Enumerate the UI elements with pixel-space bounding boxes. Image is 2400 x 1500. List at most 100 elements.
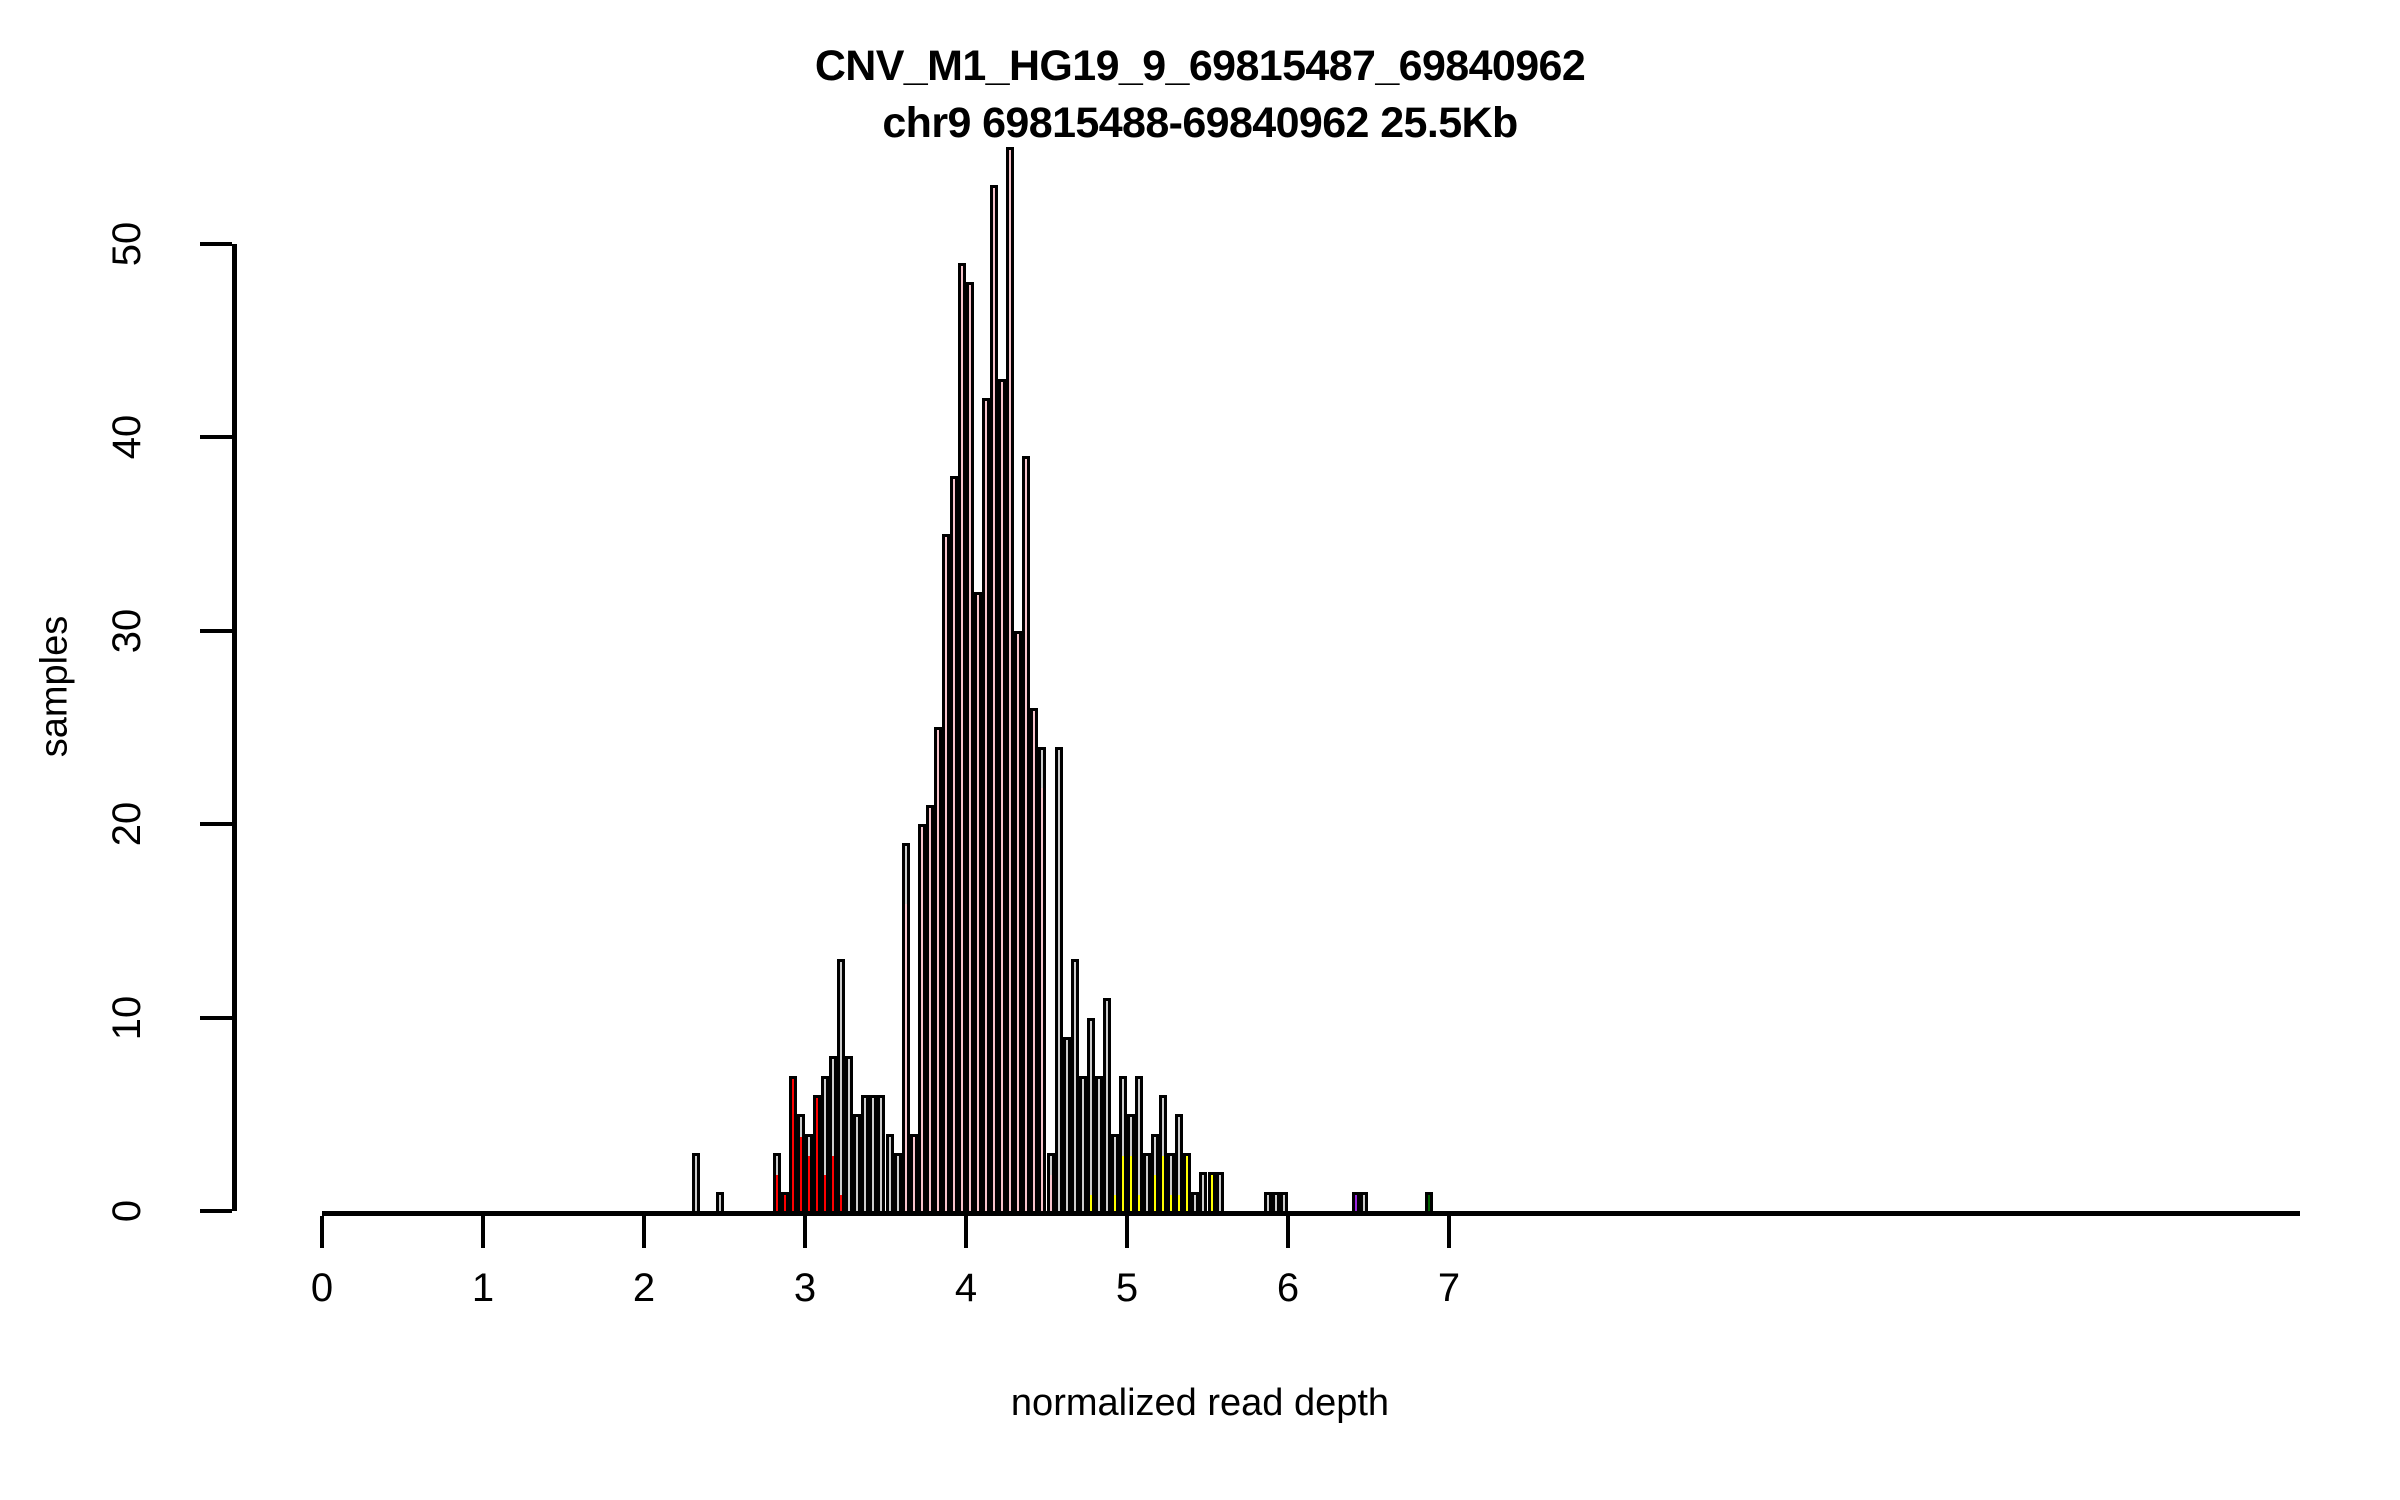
histogram-bar [861,1094,870,1211]
histogram-bar-segment [1041,749,1044,789]
histogram-bar-segment [840,1194,843,1211]
histogram-bar-segment [719,1194,722,1211]
histogram-bar-segment [928,807,931,1211]
histogram-bar [1038,746,1047,1211]
histogram-bar-segment [1218,1175,1221,1211]
histogram-bar-segment [791,1078,794,1211]
histogram-bar-segment [1089,1020,1092,1195]
histogram-bar-segment [904,904,907,1211]
histogram-bar [1352,1191,1361,1211]
histogram-bar-segment [1017,633,1020,1211]
histogram-bar [1014,630,1023,1211]
y-axis-tick-label: 20 [105,801,149,847]
histogram-bar-segment [985,401,988,1211]
histogram-bar-segment [1113,1194,1116,1211]
histogram-bar [1263,1191,1272,1211]
histogram-bar [1086,1017,1095,1211]
histogram-bar-segment [1363,1194,1366,1211]
histogram-bar [1094,1075,1103,1211]
histogram-bar-segment [1049,1155,1052,1176]
histogram-bar-segment [848,1059,851,1211]
histogram-bar-segment [1009,149,1012,1211]
y-axis-tick [200,435,232,439]
histogram-bar [1127,1114,1136,1211]
histogram-bar [1110,1133,1119,1211]
y-axis-tick-label: 30 [105,608,149,653]
x-axis-tick-label: 4 [954,1266,978,1310]
histogram-bar [837,959,846,1211]
histogram-bar-segment [816,1097,819,1211]
x-axis-tick [1286,1216,1290,1248]
histogram-bar [1191,1191,1200,1211]
histogram-bar-segment [808,1155,811,1211]
histogram-bar [1183,1152,1192,1211]
histogram-bar [1102,998,1111,1211]
histogram-bar [998,378,1007,1211]
histogram-bar-segment [1154,1136,1157,1176]
histogram-bar-segment [1138,1078,1141,1195]
histogram-bar-segment [1162,1097,1165,1156]
histogram-bar-segment [1170,1155,1173,1195]
histogram-bar-segment [1194,1194,1197,1211]
histogram-bar-segment [1033,710,1036,1211]
histogram-bar [933,727,942,1211]
x-axis-tick [964,1216,968,1248]
x-axis-tick [1125,1216,1129,1248]
histogram-bar [1215,1172,1224,1211]
histogram-bar-segment [912,1136,915,1211]
histogram-bar [1030,707,1039,1211]
histogram-bar-segment [1154,1175,1157,1211]
histogram-bar-segment [1041,788,1044,1211]
y-axis-tick-label: 0 [105,1199,149,1223]
histogram-bar [796,1114,805,1211]
histogram-bar [957,262,966,1211]
histogram-bar [1054,746,1063,1211]
histogram-bar-segment [864,1097,867,1211]
histogram-bar-segment [1355,1194,1358,1211]
histogram-bar-segment [1130,1155,1133,1211]
histogram-bar-segment [1274,1194,1277,1211]
histogram-bar-segment [880,1097,883,1211]
chart-title-line1: CNV_M1_HG19_9_69815487_69840962 [814,42,1586,90]
histogram-bar-segment [808,1136,811,1156]
histogram-bar-segment [1138,1194,1141,1211]
x-axis-line [322,1211,2300,1216]
histogram-bar-segment [799,1136,802,1211]
x-axis-tick [642,1216,646,1248]
histogram-bar [1135,1075,1144,1211]
histogram-bar [716,1191,725,1211]
histogram-bar-segment [1427,1194,1430,1211]
histogram-bar [829,1056,838,1211]
histogram-bar-segment [1266,1194,1269,1211]
histogram-bar-segment [695,1155,698,1211]
histogram-bar [949,475,958,1211]
histogram-bar [990,185,999,1211]
histogram-bar-segment [1025,459,1028,1211]
histogram-bar-segment [936,730,939,1211]
histogram-bar-segment [1186,1155,1189,1211]
histogram-bar-segment [993,188,996,1211]
histogram-bar [1046,1152,1055,1211]
histogram-bar [788,1075,797,1211]
histogram-bar-segment [977,594,980,1211]
histogram-bar [780,1191,789,1211]
x-axis-tick-label: 1 [471,1266,495,1310]
x-axis-tick-label: 5 [1115,1266,1139,1310]
y-axis-tick-label: 40 [105,414,149,460]
y-axis-tick [200,1015,232,1020]
x-axis-tick [320,1216,324,1248]
y-axis-tick [200,822,232,826]
histogram-bar-segment [1081,1078,1084,1211]
histogram-bar [1424,1191,1433,1211]
histogram-bar-segment [1210,1175,1213,1211]
histogram-bar [805,1133,814,1211]
histogram-bar-segment [775,1175,778,1211]
histogram-bar [821,1075,830,1211]
y-axis-line [232,243,237,1211]
x-axis-tick-label: 0 [310,1266,334,1310]
histogram-bar [1143,1152,1152,1211]
chart-title: CNV_M1_HG19_9_69815487_69840962 chr9 698… [0,38,2400,152]
histogram-bar-segment [1162,1155,1165,1211]
